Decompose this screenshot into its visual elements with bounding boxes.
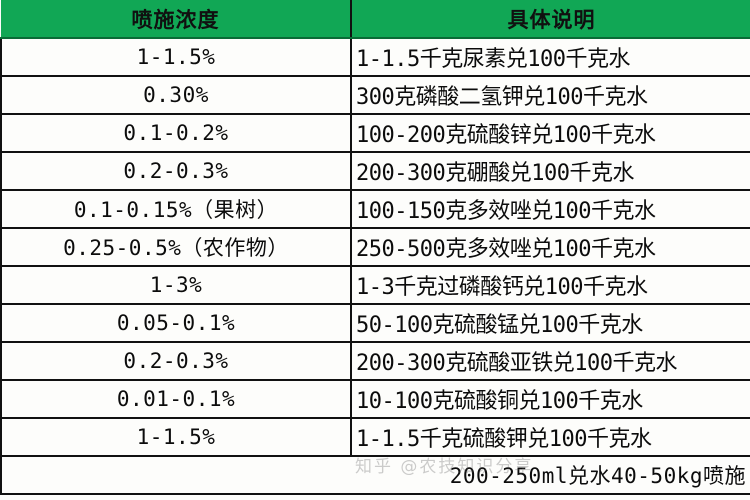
cell-concentration: 0.30% — [0, 75, 352, 115]
cell-description: 200-300克硼酸兑100千克水 — [350, 151, 750, 191]
cell-description: 1-3千克过磷酸钙兑100千克水 — [350, 265, 750, 305]
table-row: 0.1-0.2% 100-200克硫酸锌兑100千克水 — [0, 113, 750, 153]
cell-description: 200-300克硫酸亚铁兑100千克水 — [350, 341, 750, 381]
table-row: 1-1.5% 1-1.5千克硫酸钾兑100千克水 — [0, 417, 750, 457]
table-row: 0.25-0.5%（农作物） 250-500克多效唑兑100千克水 — [0, 227, 750, 267]
cell-concentration: 0.05-0.1% — [0, 303, 352, 343]
cell-description: 1-1.5千克硫酸钾兑100千克水 — [350, 417, 750, 457]
cell-concentration: 0.25-0.5%（农作物） — [0, 227, 352, 267]
cell-concentration: 1-1.5% — [0, 37, 352, 77]
table-header-row: 喷施浓度 具体说明 — [1, 0, 750, 39]
table-row: 0.2-0.3% 200-300克硫酸亚铁兑100千克水 — [0, 341, 750, 381]
table-row: 0.2-0.3% 200-300克硼酸兑100千克水 — [0, 151, 750, 191]
cell-concentration: 1-1.5% — [0, 417, 352, 457]
cell-concentration: 0.2-0.3% — [0, 341, 352, 381]
cell-description: 100-200克硫酸锌兑100千克水 — [350, 113, 750, 153]
cell-description: 1-1.5千克尿素兑100千克水 — [350, 37, 750, 77]
cell-description: 300克磷酸二氢钾兑100千克水 — [350, 75, 750, 115]
table-row: 0.1-0.15%（果树） 100-150克多效唑兑100千克水 — [0, 189, 750, 229]
column-header-concentration: 喷施浓度 — [1, 0, 352, 39]
cell-concentration: 1-3% — [0, 265, 352, 305]
table-row: 0.01-0.1% 10-100克硫酸铜兑100千克水 — [0, 379, 750, 419]
table-footer-row: 200-250ml兑水40-50kg喷施 — [0, 455, 750, 495]
table-row: 1-1.5% 1-1.5千克尿素兑100千克水 — [0, 37, 750, 77]
cell-concentration: 0.2-0.3% — [0, 151, 352, 191]
table-row: 0.30% 300克磷酸二氢钾兑100千克水 — [0, 75, 750, 115]
cell-concentration: 0.01-0.1% — [0, 379, 352, 419]
cell-concentration: 0.1-0.15%（果树） — [0, 189, 352, 229]
cell-concentration: 0.1-0.2% — [0, 113, 352, 153]
table-row: 0.05-0.1% 50-100克硫酸锰兑100千克水 — [0, 303, 750, 343]
table-row: 1-3% 1-3千克过磷酸钙兑100千克水 — [0, 265, 750, 305]
cell-footer-note: 200-250ml兑水40-50kg喷施 — [0, 455, 750, 495]
column-header-description: 具体说明 — [350, 0, 750, 39]
cell-description: 50-100克硫酸锰兑100千克水 — [350, 303, 750, 343]
cell-description: 250-500克多效唑兑100千克水 — [350, 227, 750, 267]
table-body: 1-1.5% 1-1.5千克尿素兑100千克水 0.30% 300克磷酸二氢钾兑… — [0, 37, 750, 495]
cell-description: 100-150克多效唑兑100千克水 — [350, 189, 750, 229]
cell-description: 10-100克硫酸铜兑100千克水 — [350, 379, 750, 419]
